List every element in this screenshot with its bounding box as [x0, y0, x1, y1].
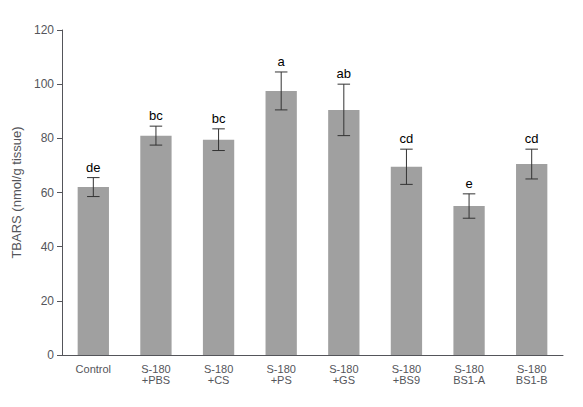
svg-text:S-180: S-180: [266, 362, 296, 375]
svg-text:cd: cd: [400, 131, 414, 146]
svg-text:bc: bc: [212, 111, 226, 126]
svg-text:e: e: [465, 176, 472, 191]
svg-text:80: 80: [41, 131, 55, 145]
svg-text:S-180: S-180: [517, 362, 547, 375]
svg-text:TBARS (nmol/g tissue): TBARS (nmol/g tissue): [9, 126, 24, 258]
svg-text:S-180: S-180: [391, 362, 422, 375]
svg-text:+BS9: +BS9: [393, 374, 420, 386]
svg-text:+PBS: +PBS: [142, 374, 170, 386]
svg-text:BS1-B: BS1-B: [516, 374, 548, 386]
svg-text:40: 40: [41, 240, 55, 254]
svg-text:ab: ab: [337, 66, 351, 81]
svg-text:+PS: +PS: [271, 374, 292, 386]
svg-text:BS1-A: BS1-A: [453, 374, 485, 386]
svg-text:0: 0: [47, 348, 54, 362]
svg-text:+GS: +GS: [333, 374, 355, 386]
svg-text:a: a: [278, 54, 286, 69]
svg-text:20: 20: [41, 294, 55, 308]
svg-text:Control: Control: [76, 363, 111, 375]
svg-text:S-180: S-180: [329, 362, 359, 375]
svg-text:bc: bc: [149, 108, 163, 123]
svg-text:100: 100: [34, 77, 54, 91]
svg-text:S-180: S-180: [454, 362, 484, 375]
svg-text:cd: cd: [525, 131, 539, 146]
svg-text:de: de: [86, 160, 100, 175]
svg-text:S-180: S-180: [203, 362, 234, 375]
svg-text:60: 60: [41, 186, 55, 200]
svg-text:S-180: S-180: [141, 362, 171, 375]
svg-text:120: 120: [34, 23, 54, 37]
svg-text:+CS: +CS: [208, 374, 230, 386]
